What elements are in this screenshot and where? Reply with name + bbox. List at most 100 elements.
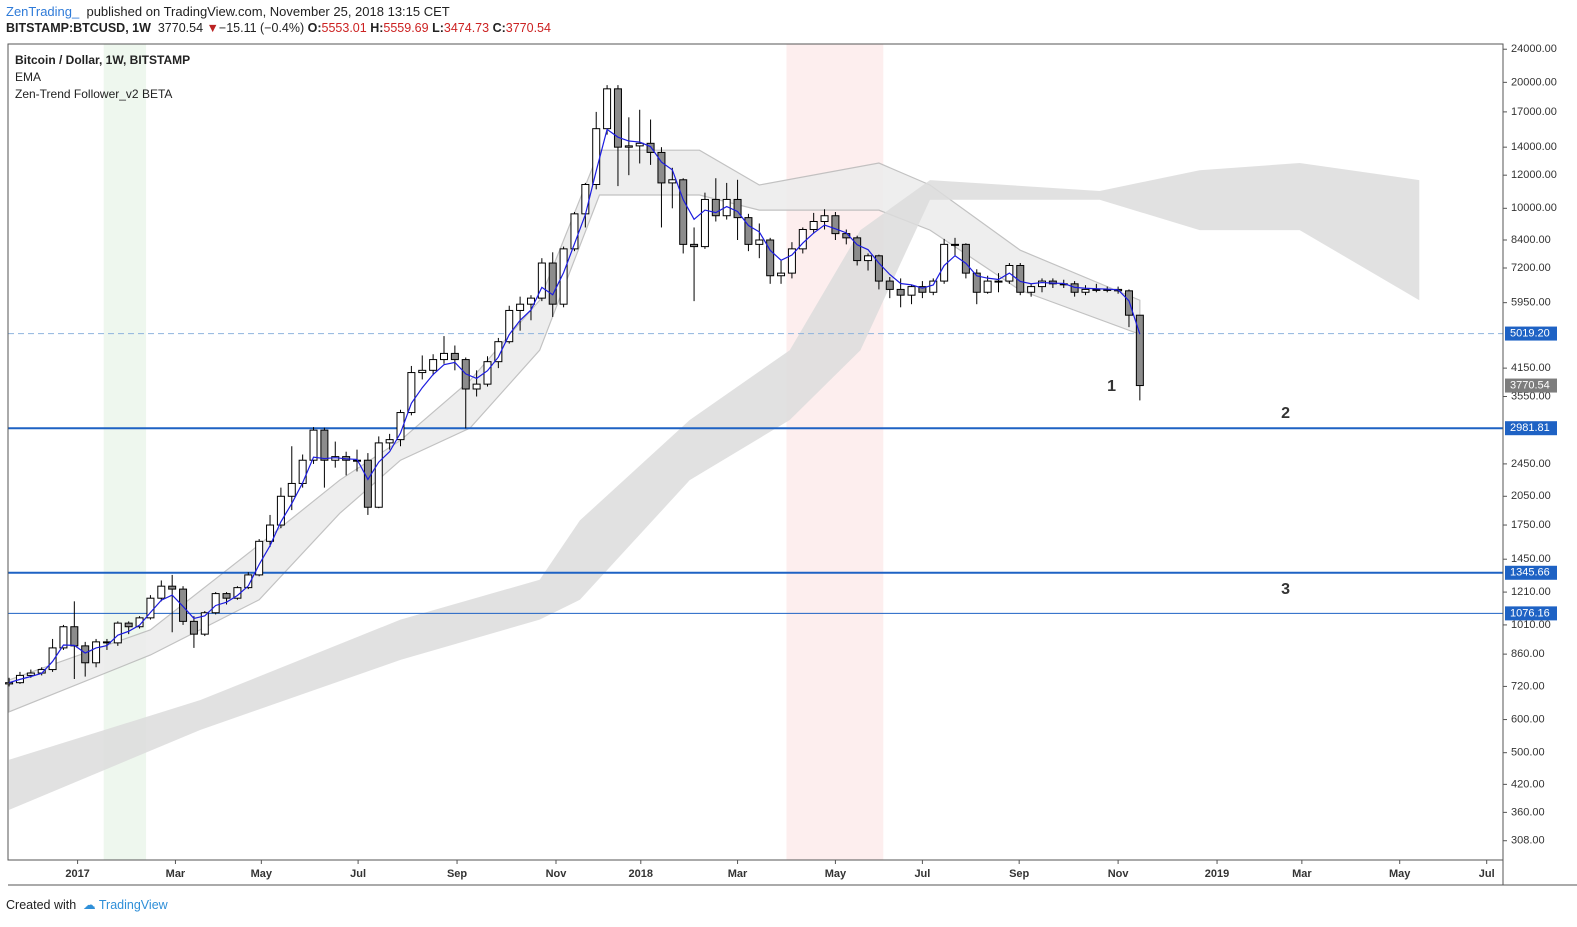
candle-body [1037,280,1046,288]
candle-body [668,179,677,184]
high: 5559.69 [383,21,429,35]
candle-body [624,145,633,148]
candle-body [179,588,188,622]
brand[interactable]: TradingView [98,898,168,912]
cloud [9,163,1420,810]
candle-body [733,198,742,219]
candle-body [472,383,481,390]
candle-body [537,262,546,299]
annotation: 1 [1107,378,1116,395]
y-tick-label: 2050.00 [1511,490,1551,502]
candle-body [363,459,372,508]
x-tick-label: Sep [447,868,467,880]
candle-body [646,142,655,153]
x-tick-label: Sep [1009,868,1029,880]
c-label: C: [492,21,506,35]
y-tick-label: 720.00 [1511,680,1545,692]
candle-body [972,272,981,293]
candle-body [439,352,448,361]
y-tick-label: 10000.00 [1511,202,1557,214]
candle-body [396,412,405,441]
candle-body [820,215,829,222]
y-tick-label: 1010.00 [1511,619,1551,631]
candle-body [918,286,927,293]
candle-body [777,272,786,277]
candle-body [613,88,622,148]
price-label-box [1505,326,1557,341]
candle-body [418,369,427,374]
change: −15.11 (−0.4%) [218,21,305,35]
x-tick-label: Mar [1292,868,1312,880]
price-label: 1345.66 [1510,567,1550,579]
y-tick-label: 4150.00 [1511,362,1551,374]
x-tick-label: 2018 [629,868,653,880]
cloud-icon: ☁ [83,898,96,912]
candle-body [124,622,133,628]
candle-body [113,622,122,644]
x-tick-label: Mar [728,868,748,880]
author[interactable]: ZenTrading_ [6,4,80,19]
x-tick-label: May [1389,868,1411,880]
y-tick-label: 12000.00 [1511,169,1557,181]
candle-body [951,243,960,246]
legend-study: Zen-Trend Follower_v2 BETA [15,87,173,101]
candle-body [189,620,198,635]
x-tick-label: May [825,868,847,880]
last-price: 3770.54 [157,21,204,35]
candle-body [885,280,894,290]
y-tick-label: 500.00 [1511,747,1545,759]
symbol: BITSTAMP:BTCUSD, 1W [6,21,151,35]
candle-body [907,286,916,296]
candle-body [690,243,699,248]
y-tick-label: 24000.00 [1511,43,1557,55]
y-tick-label: 1750.00 [1511,519,1551,531]
candle-body [809,220,818,230]
candle-body [1092,288,1101,291]
candle-body [450,352,459,361]
close: 3770.54 [505,21,551,35]
candle-body [1027,286,1036,293]
candle-body [526,297,535,305]
y-tick-label: 7200.00 [1511,262,1551,274]
candle-body [211,593,220,614]
y-tick-label: 420.00 [1511,778,1545,790]
candle-body [679,179,688,245]
candle-body [276,495,285,526]
candle-body [896,288,905,296]
l-label: L: [432,21,444,35]
candle-body [244,574,253,589]
candle-body [994,280,1003,283]
annotation: 3 [1281,581,1290,598]
y-tick-label: 860.00 [1511,648,1545,660]
candle-body [744,217,753,245]
price-label-box [1505,378,1557,393]
candle-body [711,198,720,217]
candle-body [864,255,873,262]
y-tick-label: 14000.00 [1511,141,1557,153]
candle-body [1135,314,1144,387]
y-tick-label: 360.00 [1511,806,1545,818]
x-tick-label: Nov [1108,868,1130,880]
price-label: 5019.20 [1510,327,1550,339]
open: 5553.01 [321,21,367,35]
candle-body [374,442,383,508]
candle-body [592,128,601,186]
candle-body [1081,288,1090,293]
x-tick-label: Jul [350,868,366,880]
legend-title: Bitcoin / Dollar, 1W, BITSTAMP [15,53,191,67]
price-label: 3770.54 [1510,379,1550,391]
y-tick-label: 3550.00 [1511,390,1551,402]
created-with: Created with [6,898,77,912]
candle-body [755,239,764,245]
x-tick-label: Mar [166,868,186,880]
candle-body [429,359,438,371]
y-tick-label: 2450.00 [1511,458,1551,470]
candle-body [48,647,57,671]
candle-body [168,585,177,590]
y-tick-label: 1210.00 [1511,586,1551,598]
price-label: 1076.16 [1510,607,1550,619]
candle-body [570,213,579,250]
candle-body [287,482,296,497]
candle-body [700,198,709,248]
